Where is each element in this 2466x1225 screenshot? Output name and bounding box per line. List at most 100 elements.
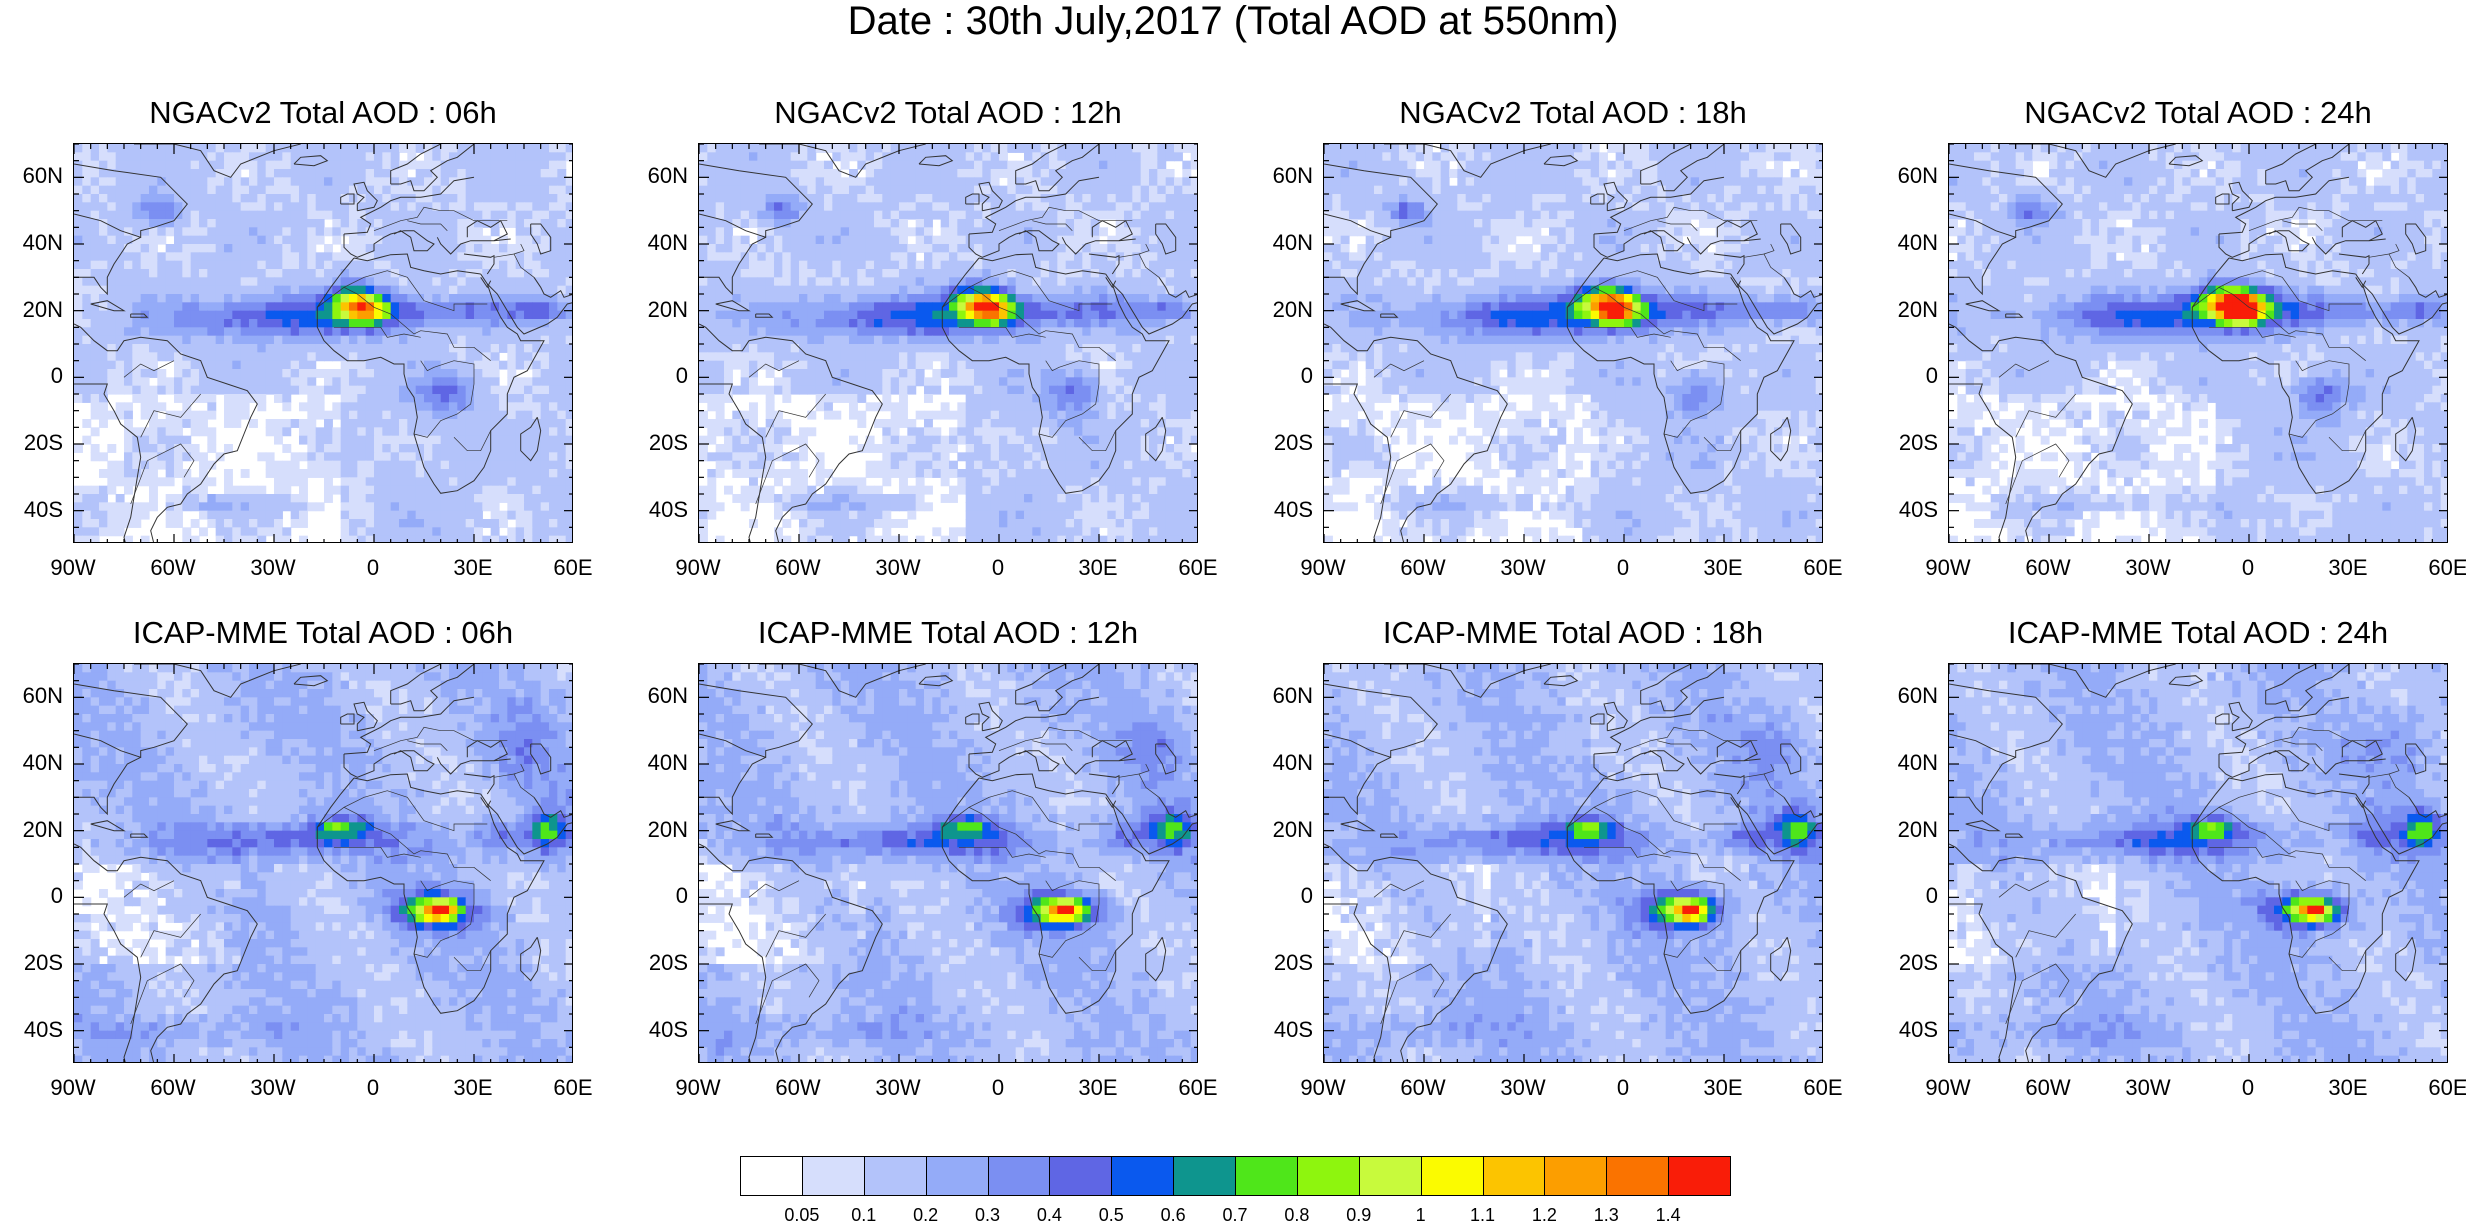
lon-tick-label: 30W (863, 557, 933, 579)
panel-title: ICAP-MME Total AOD : 24h (1948, 613, 2448, 653)
panel-title: NGACv2 Total AOD : 18h (1323, 93, 1823, 133)
lat-tick-label: 20N (1878, 819, 1938, 841)
aod-cells (1949, 664, 2448, 1063)
lat-tick-label: 20S (3, 432, 63, 454)
aod-cells (699, 144, 1198, 543)
colorbar-swatch (926, 1156, 989, 1196)
colorbar-swatch (1668, 1156, 1731, 1196)
lat-tick-label: 40N (3, 752, 63, 774)
aod-field-svg (699, 664, 1198, 1063)
lon-tick-label: 90W (663, 1077, 733, 1099)
colorbar-swatch (1049, 1156, 1112, 1196)
lon-tick-label: 90W (663, 557, 733, 579)
lat-tick-label: 20N (628, 819, 688, 841)
aod-field-svg (74, 664, 573, 1063)
colorbar-label: 1 (1391, 1206, 1451, 1224)
lat-tick-label: 20N (1253, 819, 1313, 841)
aod-field-svg (699, 144, 1198, 543)
lon-tick-label: 30E (2313, 557, 2383, 579)
aod-cells (1949, 144, 2448, 543)
lon-tick-label: 60W (1388, 1077, 1458, 1099)
colorbar-swatch (1111, 1156, 1174, 1196)
lon-tick-label: 30W (1488, 557, 1558, 579)
colorbar-swatch (1483, 1156, 1546, 1196)
aod-map (1323, 143, 1823, 543)
panel-title: NGACv2 Total AOD : 12h (698, 93, 1198, 133)
lat-tick-label: 0 (1253, 885, 1313, 907)
lat-tick-label: 20S (1878, 952, 1938, 974)
lat-tick-label: 20N (3, 819, 63, 841)
colorbar-label: 0.6 (1143, 1206, 1203, 1224)
lat-tick-label: 0 (628, 885, 688, 907)
lon-tick-label: 30E (438, 557, 508, 579)
lon-tick-label: 90W (1288, 557, 1358, 579)
colorbar-swatch (864, 1156, 927, 1196)
lon-tick-label: 0 (963, 1077, 1033, 1099)
lat-tick-label: 60N (628, 165, 688, 187)
colorbar-label: 1.1 (1453, 1206, 1513, 1224)
panel-title: NGACv2 Total AOD : 06h (73, 93, 573, 133)
lon-tick-label: 30E (1688, 557, 1758, 579)
figure-title: Date : 30th July,2017 (Total AOD at 550n… (0, 0, 2466, 42)
colorbar-label: 0.5 (1081, 1206, 1141, 1224)
lon-tick-label: 60E (1788, 1077, 1858, 1099)
lat-tick-label: 40N (1253, 232, 1313, 254)
panel-title: ICAP-MME Total AOD : 12h (698, 613, 1198, 653)
colorbar-label: 0.8 (1267, 1206, 1327, 1224)
lat-tick-label: 20S (3, 952, 63, 974)
aod-field-svg (1324, 144, 1823, 543)
lat-tick-label: 60N (3, 165, 63, 187)
lat-tick-label: 40N (1878, 232, 1938, 254)
lat-tick-label: 40N (3, 232, 63, 254)
aod-field-svg (1949, 144, 2448, 543)
colorbar-label: 1.4 (1638, 1206, 1698, 1224)
lon-tick-label: 0 (2213, 1077, 2283, 1099)
lon-tick-label: 60E (1163, 1077, 1233, 1099)
lat-tick-label: 60N (1253, 685, 1313, 707)
lon-tick-label: 30E (1688, 1077, 1758, 1099)
lat-tick-label: 40S (628, 499, 688, 521)
lat-tick-label: 20N (1253, 299, 1313, 321)
lon-tick-label: 0 (338, 557, 408, 579)
colorbar-swatch (802, 1156, 865, 1196)
lat-tick-label: 20N (628, 299, 688, 321)
lon-tick-label: 30W (238, 1077, 308, 1099)
lon-tick-label: 90W (38, 557, 108, 579)
colorbar-swatch (1421, 1156, 1484, 1196)
lat-tick-label: 40N (1253, 752, 1313, 774)
lat-tick-label: 20S (628, 432, 688, 454)
lon-tick-label: 60E (538, 557, 608, 579)
aod-cells (699, 664, 1198, 1063)
lat-tick-label: 40S (1253, 499, 1313, 521)
lon-tick-label: 60E (1163, 557, 1233, 579)
lon-tick-label: 30E (1063, 557, 1133, 579)
colorbar-label: 0.2 (896, 1206, 956, 1224)
lon-tick-label: 60W (763, 1077, 833, 1099)
lon-tick-label: 60E (1788, 557, 1858, 579)
aod-map (1948, 143, 2448, 543)
panel-title: ICAP-MME Total AOD : 18h (1323, 613, 1823, 653)
colorbar-swatch (1606, 1156, 1669, 1196)
lat-tick-label: 40S (1253, 1019, 1313, 1041)
aod-field-svg (74, 144, 573, 543)
lat-tick-label: 40S (1878, 1019, 1938, 1041)
lon-tick-label: 60W (138, 557, 208, 579)
lat-tick-label: 0 (628, 365, 688, 387)
lon-tick-label: 60W (763, 557, 833, 579)
lon-tick-label: 60W (1388, 557, 1458, 579)
lat-tick-label: 0 (1253, 365, 1313, 387)
colorbar-label: 0.05 (772, 1206, 832, 1224)
lon-tick-label: 60W (2013, 557, 2083, 579)
colorbar-swatch (1235, 1156, 1298, 1196)
colorbar-swatch (1359, 1156, 1422, 1196)
lat-tick-label: 20S (1253, 432, 1313, 454)
colorbar-label: 1.2 (1514, 1206, 1574, 1224)
lat-tick-label: 60N (1878, 165, 1938, 187)
lon-tick-label: 30E (1063, 1077, 1133, 1099)
lon-tick-label: 60E (538, 1077, 608, 1099)
